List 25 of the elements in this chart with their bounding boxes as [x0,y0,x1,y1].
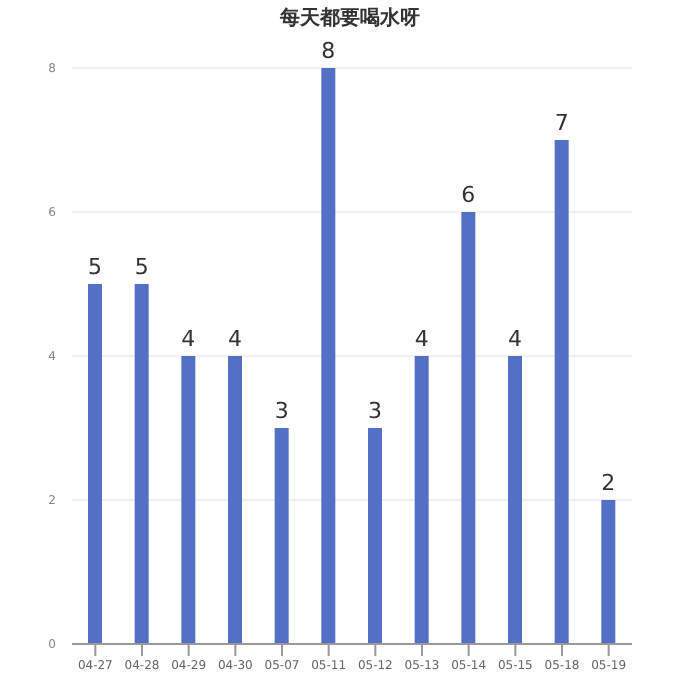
data-label: 4 [508,326,522,352]
bar [368,428,382,644]
bar [228,356,242,644]
data-label: 3 [274,398,289,424]
chart-title: 每天都要喝水呀 [278,5,422,32]
data-label: 4 [414,326,429,352]
data-label: 8 [321,38,336,64]
data-label: 2 [601,470,616,496]
bar [554,140,569,644]
bar [601,500,616,644]
data-label: 4 [228,326,242,352]
data-label: 5 [134,254,149,280]
bar [181,356,196,644]
bar [321,68,336,644]
bar [88,284,102,644]
bar [274,428,289,644]
bar [414,356,429,644]
data-label: 5 [88,254,102,280]
bar [508,356,522,644]
data-label: 4 [181,326,196,352]
data-label: 6 [461,182,476,208]
bar [461,212,476,644]
bar [134,284,149,644]
data-label: 3 [368,398,382,424]
data-label: 7 [554,110,569,136]
